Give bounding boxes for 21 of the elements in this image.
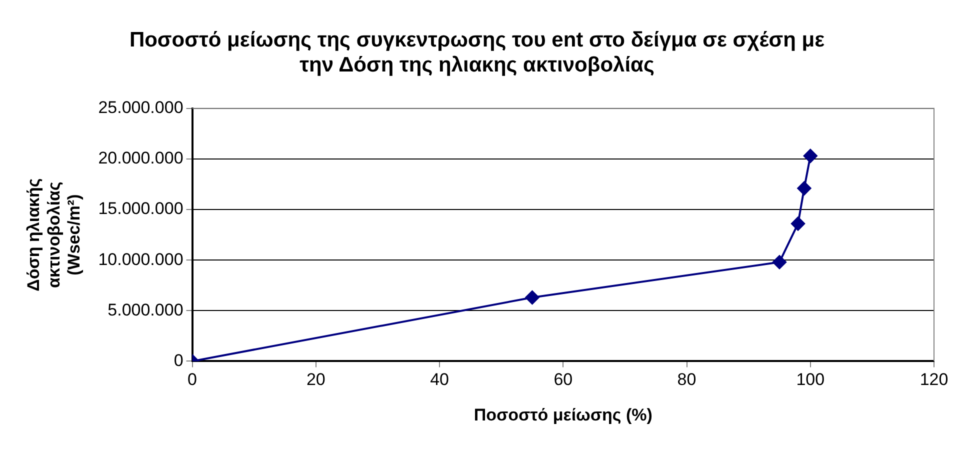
- x-axis-title: Ποσοστό μείωσης (%): [474, 405, 652, 424]
- x-tick-label: 100: [796, 370, 825, 390]
- x-tick-label: 60: [554, 370, 573, 390]
- point: [803, 148, 818, 163]
- chart-title: Ποσοστό μείωσης της συγκεντρωσης του ent στο δείγμα σε σχέση με την Δόση της ηλιακης ακτινοβολίας: [129, 28, 825, 77]
- x-tick-label: 80: [677, 370, 696, 390]
- point: [525, 290, 540, 304]
- x-tick-label: 20: [306, 370, 326, 390]
- y-tick-label: 0: [174, 350, 184, 370]
- point: [772, 255, 786, 270]
- y-tick-label: 20.000.000: [98, 148, 184, 168]
- y-tick-label: 25.000.000: [98, 98, 184, 118]
- x-tick-label: 40: [430, 370, 449, 390]
- y-tick-label: 5.000.000: [108, 300, 184, 320]
- y-tick-label: 10.000.000: [98, 250, 184, 269]
- x-tick-label: 120: [920, 370, 948, 390]
- point: [791, 216, 806, 231]
- x-tick-label: 0: [188, 370, 198, 390]
- point: [797, 181, 812, 196]
- y-axis-title: Δόση ηλιακής ακτινοβολίας (Wsec/m²): [24, 178, 84, 292]
- y-tick-label: 15.000.000: [98, 199, 184, 218]
